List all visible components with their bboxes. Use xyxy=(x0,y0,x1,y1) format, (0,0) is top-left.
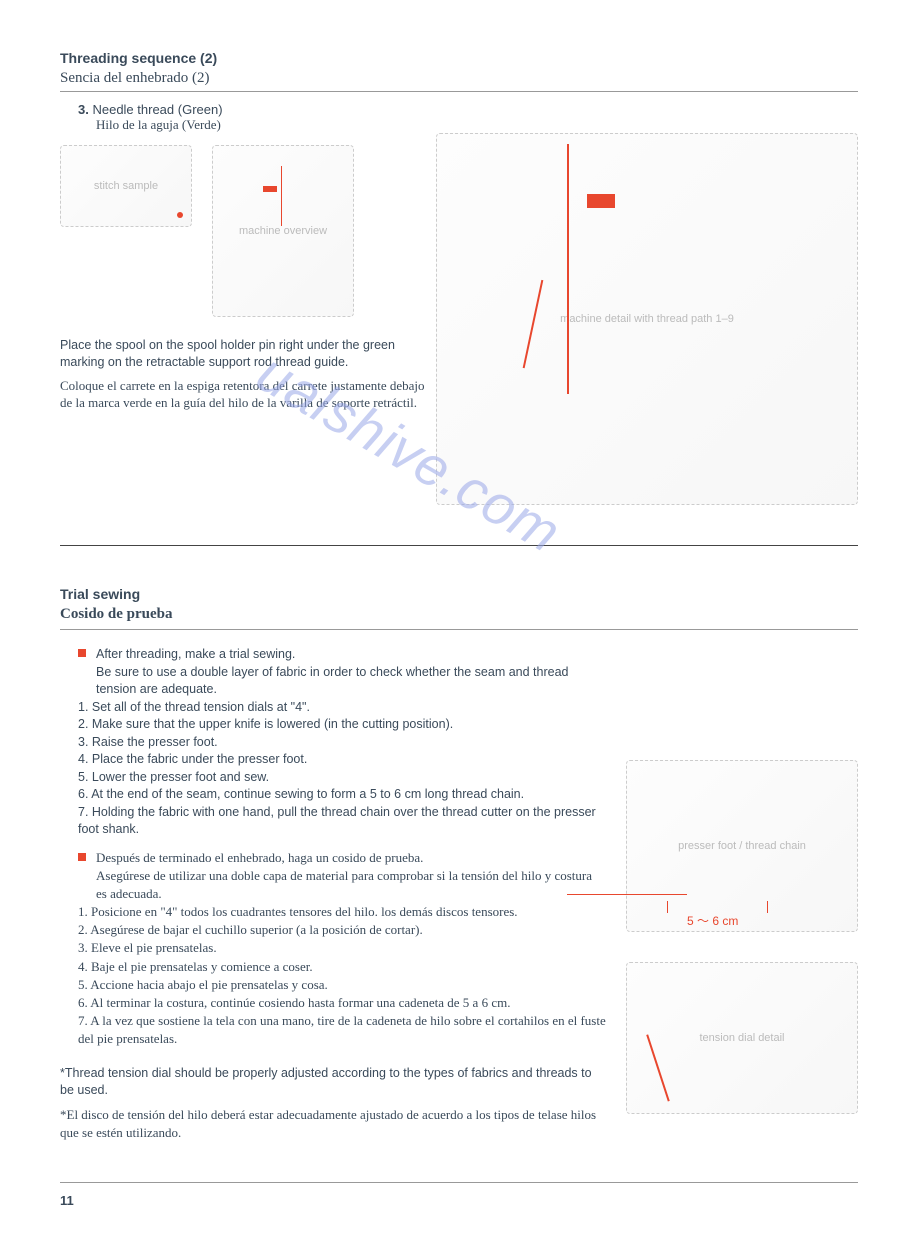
page-number: 11 xyxy=(60,1193,858,1208)
presser-foot-diagram: presser foot / thread chain 5 ～ 6 cm xyxy=(626,760,858,932)
machine-detail-diagram: machine detail with thread path 1–9 xyxy=(436,133,858,505)
dimension-label: 5 ～ 6 cm xyxy=(687,912,738,929)
step-text-en: Needle thread (Green) xyxy=(92,102,222,117)
trial-intro2-en: Be sure to use a double layer of fabric … xyxy=(96,664,606,699)
trial-step-es: 2. Asegúrese de bajar el cuchillo superi… xyxy=(78,921,606,939)
trial-step-en: 2. Make sure that the upper knife is low… xyxy=(78,716,606,734)
divider xyxy=(60,629,858,630)
tension-note-en: *Thread tension dial should be properly … xyxy=(60,1065,606,1100)
trial-step-es: 3. Eleve el pie prensatelas. xyxy=(78,939,606,957)
trial-english-block: After threading, make a trial sewing. Be… xyxy=(60,646,606,839)
trial-spanish-block: Después de terminado el enhebrado, haga … xyxy=(60,849,606,1049)
bullet-icon xyxy=(78,649,86,657)
trial-step-en: 6. At the end of the seam, continue sewi… xyxy=(78,786,606,804)
trial-step-es: 4. Baje el pie prensatelas y comience a … xyxy=(78,958,606,976)
section-divider xyxy=(60,545,858,546)
bullet-icon xyxy=(78,853,86,861)
trial-title-es: Cosido de prueba xyxy=(60,606,858,623)
trial-step-es: 1. Posicione en "4" todos los cuadrantes… xyxy=(78,903,606,921)
step-line-es: Hilo de la aguja (Verde) xyxy=(96,117,858,133)
instruction-es: Coloque el carrete en la espiga retentor… xyxy=(60,377,430,412)
trial-step-es: 6. Al terminar la costura, continúe cosi… xyxy=(78,994,606,1012)
trial-step-en: 3. Raise the presser foot. xyxy=(78,734,606,752)
trial-step-es: 5. Accione hacia abajo el pie prensatela… xyxy=(78,976,606,994)
machine-overview-diagram: machine overview xyxy=(212,145,354,317)
footer-divider xyxy=(60,1182,858,1183)
stitch-diagram: stitch sample xyxy=(60,145,192,227)
threading-title-es: Sencia del enhebrado (2) xyxy=(60,70,858,87)
step-number: 3. xyxy=(78,102,89,117)
tension-note-es: *El disco de tensión del hilo deberá est… xyxy=(60,1106,606,1142)
threading-title-en: Threading sequence (2) xyxy=(60,50,858,66)
step-line-en: 3. Needle thread (Green) xyxy=(78,102,858,117)
trial-step-es: 7. A la vez que sostiene la tela con una… xyxy=(78,1012,606,1048)
trial-step-en: 5. Lower the presser foot and sew. xyxy=(78,769,606,787)
instruction-en: Place the spool on the spool holder pin … xyxy=(60,337,430,371)
trial-intro2-es: Asegúrese de utilizar una doble capa de … xyxy=(96,867,606,903)
trial-intro-es: Después de terminado el enhebrado, haga … xyxy=(96,850,423,865)
trial-intro-en: After threading, make a trial sewing. xyxy=(96,647,295,661)
divider xyxy=(60,91,858,92)
trial-title-en: Trial sewing xyxy=(60,586,858,602)
trial-step-en: 1. Set all of the thread tension dials a… xyxy=(78,699,606,717)
trial-step-en: 7. Holding the fabric with one hand, pul… xyxy=(78,804,606,839)
tension-dial-diagram: tension dial detail xyxy=(626,962,858,1114)
trial-step-en: 4. Place the fabric under the presser fo… xyxy=(78,751,606,769)
